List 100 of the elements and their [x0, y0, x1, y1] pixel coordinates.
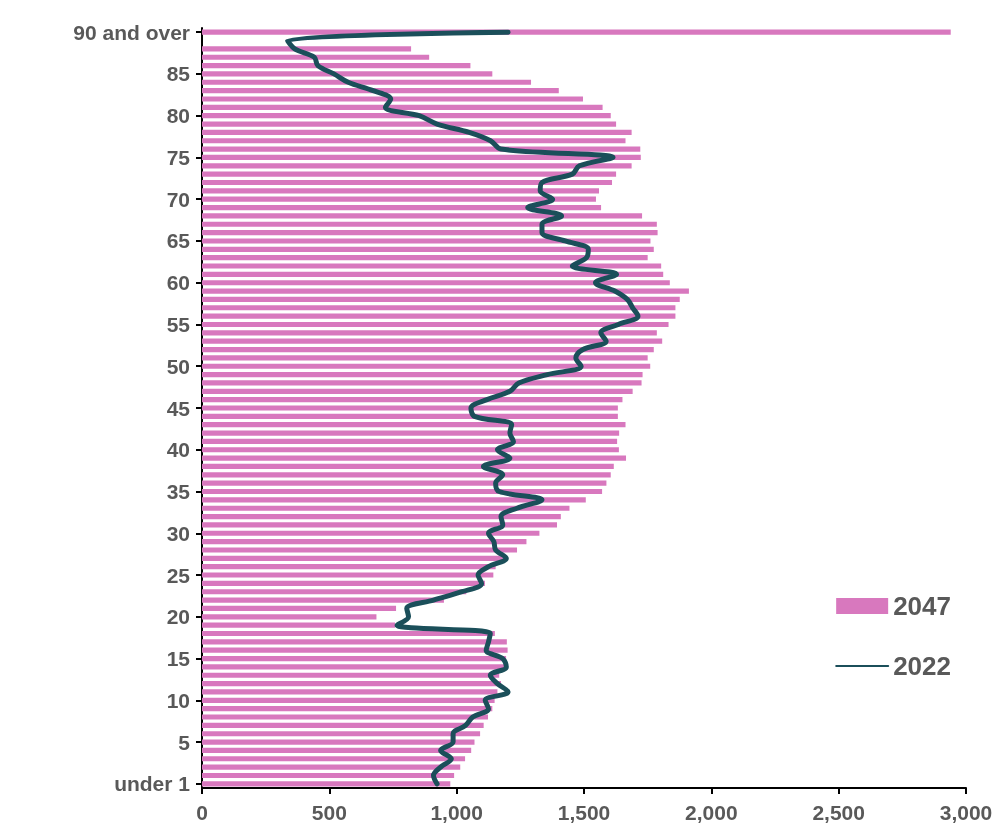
y-tick-label: 55	[166, 312, 191, 336]
bar	[202, 639, 507, 645]
bar	[202, 96, 583, 102]
bar	[202, 413, 618, 419]
y-tick-label: 30	[166, 521, 190, 545]
y-tick-label: 60	[166, 271, 190, 295]
bar	[202, 230, 658, 236]
y-tick-label: 45	[166, 396, 191, 420]
bar	[202, 154, 641, 161]
x-tick-label: 1,500	[557, 801, 611, 824]
bar	[202, 564, 496, 570]
bar	[202, 463, 614, 470]
bar	[202, 480, 607, 486]
bar	[202, 772, 455, 779]
y-tick-label: 85	[166, 62, 191, 86]
y-tick-label: 65	[166, 229, 191, 253]
y-tick-label: 50	[166, 354, 190, 378]
bar	[202, 238, 651, 244]
bar	[202, 513, 561, 520]
bar	[202, 296, 680, 303]
bar	[202, 388, 633, 394]
bar	[202, 305, 676, 311]
bar	[202, 605, 397, 612]
y-tick-label: 15	[166, 647, 191, 671]
y-tick-label: 90 and over	[73, 20, 190, 44]
bar	[202, 547, 518, 553]
bar	[202, 255, 648, 261]
bar	[202, 138, 626, 144]
bar	[202, 530, 540, 536]
bar	[202, 722, 484, 728]
bar	[202, 764, 461, 770]
y-tick-label: 25	[166, 563, 191, 587]
bar	[202, 338, 663, 344]
bar	[202, 672, 500, 678]
y-tick-label: 20	[166, 605, 190, 629]
y-tick-label: 5	[178, 730, 191, 754]
bar	[202, 555, 506, 561]
bar	[202, 372, 643, 378]
bar	[202, 280, 670, 286]
bar	[202, 781, 451, 787]
x-tick-label: 500	[311, 801, 347, 824]
x-tick-label: 3,000	[939, 801, 993, 824]
bar	[202, 163, 632, 169]
bar	[202, 46, 412, 52]
bar	[202, 505, 570, 511]
legend-label: 2022	[893, 651, 951, 681]
x-tick-label: 0	[196, 801, 208, 824]
bar	[202, 597, 444, 603]
bar	[202, 71, 493, 77]
bar	[202, 630, 495, 637]
y-tick-label: 10	[166, 688, 190, 712]
bar	[202, 196, 596, 202]
bar	[202, 179, 613, 186]
bar	[202, 79, 532, 85]
bar	[202, 171, 617, 177]
bar	[202, 497, 586, 503]
y-tick-label: 40	[166, 438, 190, 462]
bar	[202, 647, 508, 653]
bar	[202, 655, 507, 662]
bar	[202, 455, 627, 461]
bar	[202, 681, 501, 687]
bar	[202, 622, 396, 628]
y-tick-label: 70	[166, 187, 190, 211]
bar	[202, 706, 493, 712]
bar	[202, 689, 498, 695]
bar	[202, 88, 559, 94]
bar	[202, 539, 527, 545]
bar	[202, 731, 481, 737]
bar	[202, 438, 618, 444]
bar	[202, 380, 642, 386]
y-tick-label: under 1	[114, 772, 191, 796]
bar	[202, 204, 602, 211]
bar	[202, 321, 669, 328]
bar	[202, 522, 558, 528]
bar	[202, 397, 623, 403]
bar	[202, 121, 617, 127]
bar	[202, 62, 471, 69]
bar	[202, 447, 619, 453]
bar	[202, 739, 475, 745]
bar	[202, 572, 494, 578]
x-tick-label: 1,000	[430, 801, 483, 824]
bar	[202, 363, 651, 369]
bar	[202, 113, 611, 119]
bar	[202, 263, 662, 269]
y-tick-label: 80	[166, 104, 190, 128]
bar	[202, 580, 485, 586]
bar	[202, 288, 689, 294]
x-tick-label: 2,500	[812, 801, 865, 824]
bar	[202, 747, 472, 754]
bar	[202, 355, 648, 361]
bar	[202, 246, 654, 252]
bar	[202, 614, 377, 620]
bar	[202, 104, 603, 110]
bar	[202, 271, 664, 277]
bar	[202, 188, 600, 194]
bar	[202, 405, 618, 411]
bar	[202, 346, 654, 353]
bar	[202, 129, 632, 135]
bar	[202, 488, 603, 495]
legend-label: 2047	[893, 591, 951, 621]
